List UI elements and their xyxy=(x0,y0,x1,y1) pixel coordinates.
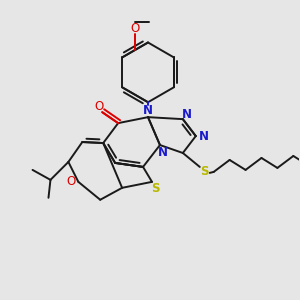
Text: N: N xyxy=(182,108,192,121)
Text: S: S xyxy=(200,165,209,178)
Text: O: O xyxy=(130,22,140,34)
Text: O: O xyxy=(94,100,104,113)
Text: S: S xyxy=(151,182,159,195)
Text: N: N xyxy=(143,104,153,117)
Text: N: N xyxy=(158,146,168,160)
Text: O: O xyxy=(67,176,76,188)
Text: N: N xyxy=(199,130,209,142)
